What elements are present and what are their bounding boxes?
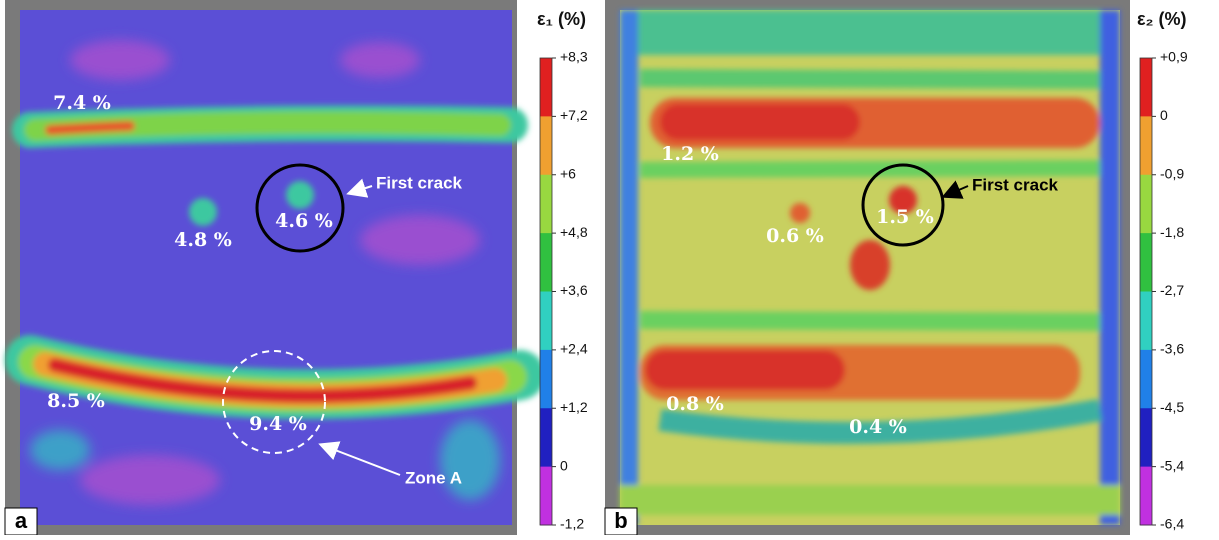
crack-circle xyxy=(861,163,945,247)
colorbar-tick-label: -2,7 xyxy=(1160,282,1184,298)
colorbar-tick-label: -6,4 xyxy=(1160,516,1184,532)
panel-label: a xyxy=(15,508,28,533)
strain-label: 4.6 % xyxy=(275,210,333,232)
panel-a: 7.4 % 4.8 % 4.6 % 8.5 % 9.4 % First crac… xyxy=(4,0,545,536)
panel-label-box xyxy=(604,507,638,536)
colorbar-segment xyxy=(1140,466,1152,526)
strain-label: 0.4 % xyxy=(849,416,907,438)
colorbar-tick-label: -3,6 xyxy=(1160,341,1184,357)
colorbar-segment xyxy=(540,349,552,409)
colorbar-title: ε₁ (%) xyxy=(537,9,586,29)
colorbar-tick-label: -1,2 xyxy=(560,516,584,532)
arrow xyxy=(346,178,373,198)
strain-label: 9.4 % xyxy=(249,413,307,435)
crack-circle xyxy=(255,163,345,253)
strain-field xyxy=(20,10,512,525)
colorbar-segment xyxy=(1140,233,1152,292)
colorbar-segment xyxy=(1140,408,1152,468)
colorbar-tick-label: +4,8 xyxy=(560,224,588,240)
strain-label: 0.8 % xyxy=(666,393,724,415)
strain-label: 4.8 % xyxy=(174,229,232,251)
colorbar-segment xyxy=(540,233,552,292)
colorbar-tick-label: +8,3 xyxy=(560,49,588,65)
colorbar-segment xyxy=(540,408,552,468)
colorbar-tick-label: +1,2 xyxy=(560,399,588,415)
colorbar-segment xyxy=(540,291,552,351)
arrow xyxy=(318,441,401,476)
panel-label-box xyxy=(4,507,38,536)
colorbar-segment xyxy=(1140,349,1152,409)
zone-circle xyxy=(222,350,326,454)
colorbar-segment xyxy=(540,466,552,526)
colorbar-title: ε₂ (%) xyxy=(1137,9,1187,29)
field-patches xyxy=(30,40,500,505)
strain-label: 0.6 % xyxy=(766,225,824,247)
strain-label: 1.2 % xyxy=(661,143,719,165)
panel-label: b xyxy=(614,508,627,533)
colorbar-segment xyxy=(540,58,552,117)
colorbar-tick-label: +0,9 xyxy=(1160,49,1188,65)
callout: Zone A xyxy=(405,468,462,487)
colorbar-segment xyxy=(1140,291,1152,351)
crack-bands xyxy=(5,105,545,420)
strain-label: 7.4 % xyxy=(53,92,111,114)
colorbar-tick-label: -4,5 xyxy=(1160,399,1184,415)
colorbar-tick-label: -0,9 xyxy=(1160,165,1184,181)
colorbar-tick-label: 0 xyxy=(560,457,568,473)
colorbar-segment xyxy=(1140,174,1152,234)
colorbar-segment xyxy=(1140,58,1152,117)
colorbar-tick-label: -1,8 xyxy=(1160,224,1184,240)
callout: First crack xyxy=(376,173,463,192)
colorbar-tick-label: -5,4 xyxy=(1160,457,1184,473)
arrow xyxy=(941,180,969,199)
colorbar-tick-label: +7,2 xyxy=(560,107,588,123)
strain-label: 1.5 % xyxy=(876,206,934,228)
panel-b: 1.2 % 0.6 % 1.5 % 0.8 % 0.4 % First crac… xyxy=(604,0,1130,536)
strain-label: 8.5 % xyxy=(47,390,105,412)
colorbar-segment xyxy=(540,174,552,234)
colorbar-tick-label: +6 xyxy=(560,165,576,181)
colorbar-tick-label: 0 xyxy=(1160,107,1168,123)
field-bands xyxy=(620,10,1120,525)
callout: First crack xyxy=(972,175,1059,194)
colorbar-tick-label: +2,4 xyxy=(560,341,588,357)
colorbar-segment xyxy=(1140,116,1152,176)
colorbar-tick-label: +3,6 xyxy=(560,282,588,298)
colorbar-segment xyxy=(540,116,552,176)
